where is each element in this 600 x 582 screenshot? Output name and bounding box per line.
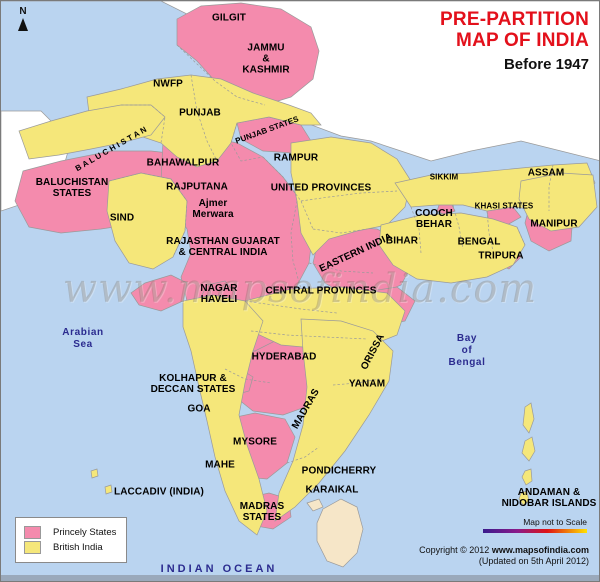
copyright-site[interactable]: www.mapsofindia.com — [491, 545, 589, 555]
copyright-prefix: Copyright © 2012 — [419, 545, 492, 555]
british-india-areas — [18, 74, 598, 536]
legend-label-princely-states: Princely States — [53, 527, 117, 538]
copyright-updated: (Updated on 5th April 2012) — [478, 556, 589, 566]
legend-item-british-india: British India — [24, 541, 116, 554]
region-label-manipur: MANIPUR — [530, 218, 578, 230]
region-label-nagar-haveli: NAGAR HAVELI — [200, 283, 238, 305]
region-label-khasi-states: KHASI STATES — [474, 201, 534, 211]
region-label-andaman-nicobar: ANDAMAN & NIDOBAR ISLANDS — [501, 487, 597, 509]
region-label-tripura: TRIPURA — [478, 250, 524, 262]
scale-note-text: Map not to Scale — [523, 517, 587, 527]
region-label-rampur: RAMPUR — [273, 152, 319, 164]
map-title-block: PRE-PARTITION MAP OF INDIA Before 1947 — [440, 9, 589, 76]
copyright-block: Copyright © 2012 www.mapsofindia.com (Up… — [419, 545, 589, 567]
map-legend: Princely States British India — [15, 517, 128, 563]
title-line-2: MAP OF INDIA — [456, 30, 589, 51]
north-arrow-icon — [18, 18, 28, 31]
region-label-hyderabad: HYDERABAD — [251, 351, 317, 363]
region-label-sind: SIND — [109, 212, 135, 224]
region-label-jammu-kashmir: JAMMU & KASHMIR — [242, 42, 290, 76]
title-subtitle: Before 1947 — [503, 56, 589, 73]
region-label-bahawalpur: BAHAWALPUR — [146, 157, 220, 169]
region-label-cooch-behar: COOCH BEHAR — [415, 208, 453, 230]
region-label-mahe: MAHE — [205, 459, 235, 471]
region-label-nwfp: NWFP — [153, 78, 183, 90]
ceylon-island — [306, 498, 364, 568]
region-label-laccadiv-india: LACCADIV (INDIA) — [114, 486, 204, 498]
legend-item-princely-states: Princely States — [24, 526, 116, 539]
region-label-kolhapur-deccan: KOLHAPUR & DECCAN STATES — [150, 373, 236, 395]
legend-label-british-india: British India — [53, 542, 103, 553]
region-label-assam: ASSAM — [527, 167, 565, 179]
region-label-rajasthan-gujarat: RAJASTHAN GUJARAT & CENTRAL INDIA — [166, 236, 280, 258]
region-label-united-provinces: UNITED PROVINCES — [270, 182, 372, 194]
region-label-punjab: PUNJAB — [179, 107, 221, 119]
region-label-baluchistan-states: BALUCHISTAN STATES — [35, 177, 109, 199]
region-label-karaikal: KARAIKAL — [305, 484, 359, 496]
north-arrow-label: N — [19, 6, 27, 17]
legend-swatch-princely-states — [24, 526, 41, 539]
bottom-strip — [1, 575, 599, 581]
region-label-pondicherry: PONDICHERRY — [301, 465, 377, 477]
region-label-sikkim: SIKKIM — [429, 172, 459, 182]
sea-label-arabian-sea: Arabian Sea — [62, 327, 104, 350]
region-label-rajputana: RAJPUTANA — [166, 181, 228, 193]
copyright-line-1: Copyright © 2012 www.mapsofindia.com — [419, 545, 589, 556]
scale-gradient-bar — [483, 529, 587, 533]
region-label-gilgit: GILGIT — [212, 12, 246, 24]
sea-label-indian-ocean: INDIAN OCEAN — [160, 563, 278, 575]
region-label-madras-states: MADRAS STATES — [239, 501, 285, 523]
province-borders — [108, 44, 554, 464]
region-label-bihar: BIHAR — [385, 235, 419, 247]
region-label-mysore: MYSORE — [233, 436, 277, 448]
region-label-bengal: BENGAL — [457, 236, 501, 248]
region-label-goa: GOA — [187, 403, 211, 415]
legend-swatch-british-india — [24, 541, 41, 554]
scale-note-block: Map not to Scale — [483, 517, 587, 533]
region-label-yanam: YANAM — [348, 378, 386, 390]
title-line-1: PRE-PARTITION — [440, 9, 589, 30]
region-label-ajmer-merwara: Ajmer Merwara — [192, 198, 234, 220]
north-arrow: N — [11, 6, 35, 31]
sea-label-bay-of-bengal: Bay of Bengal — [448, 333, 486, 368]
region-label-central-provinces: CENTRAL PROVINCES — [265, 285, 377, 297]
